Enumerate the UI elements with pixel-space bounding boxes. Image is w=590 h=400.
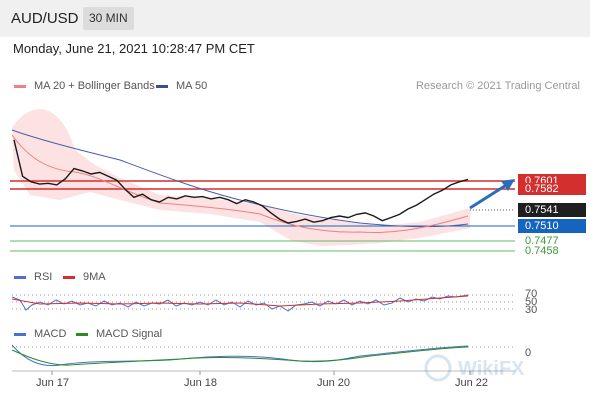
wikifx-watermark: WikiFX [424,354,525,382]
research-credit: Research © 2021 Trading Central [415,80,580,92]
pivot-label: 0.7510 [518,219,586,233]
x-label-jun20: Jun 20 [317,377,351,389]
ma20-line [11,134,469,233]
rsi-level-50-label: 50 [525,296,538,308]
x-label-jun22: Jun 22 [455,377,489,389]
ma50-swatch [156,84,168,88]
symbol-title: AUD/USD [11,10,79,27]
macd-swatch [14,332,26,336]
projection-arrow-head [501,179,515,191]
legend-ma50: MA 50 [156,80,207,92]
support-label-2: 0.7458 [525,245,559,257]
rsi-ma-swatch [63,275,75,279]
legend-rsi-ma-label: 9MA [83,271,106,283]
rsi-line [11,294,469,312]
projection-arrow [469,182,509,210]
macd-zero-label: 0 [525,347,532,359]
legend-macd: MACD [14,328,66,340]
ma50-line [11,129,469,228]
price-series [13,139,469,224]
legend-macd-signal: MACD Signal [76,328,162,340]
macd-signal-line [11,346,469,366]
macd-signal-swatch [76,332,88,336]
rsi-level-70-label: 70 [525,288,538,300]
resistance-label-1: 0.7582 [518,183,586,195]
ma20-swatch [14,84,26,88]
rsi-swatch [14,275,26,279]
x-label-jun18: Jun 18 [184,377,218,389]
rsi-level-30-label: 30 [525,304,538,316]
legend-rsi: RSI [14,271,52,283]
legend-ma20-label: MA 20 + Bollinger Bands [34,80,155,92]
rsi-ma-line [11,295,469,307]
bollinger-band [12,109,470,247]
legend-rsi-label: RSI [34,271,53,283]
x-label-jun17: Jun 17 [36,377,70,389]
legend-macd-label: MACD [34,328,67,340]
legend-macd-signal-label: MACD Signal [96,328,163,340]
macd-line [11,344,469,367]
timeframe-button[interactable]: 30 MIN [83,7,134,30]
legend-ma20: MA 20 + Bollinger Bands [14,80,155,92]
last-price-label: 0.7541 [518,203,586,217]
legend-rsi-ma: 9MA [63,271,106,283]
support-label-1: 0.7477 [525,235,559,247]
chart-datetime: Monday, June 21, 2021 10:28:47 PM CET [13,41,255,56]
svg-text:WikiFX: WikiFX [458,358,525,380]
legend-ma50-label: MA 50 [176,80,208,92]
